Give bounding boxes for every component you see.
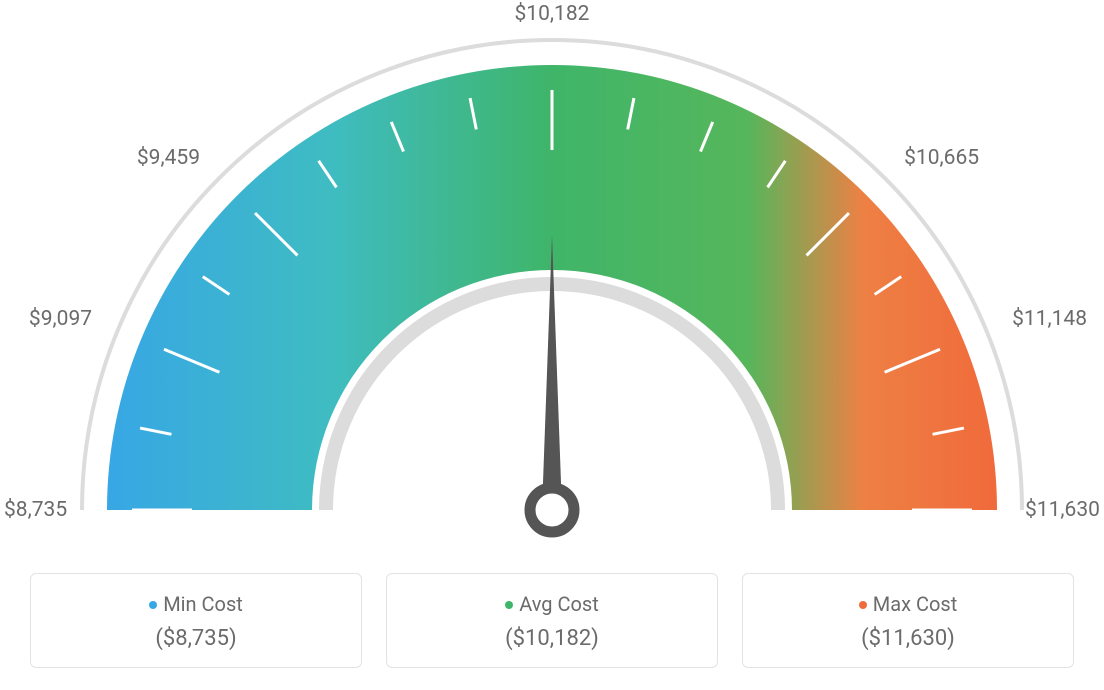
summary-title-avg: Avg Cost — [397, 592, 707, 616]
summary-title-max: Max Cost — [753, 592, 1063, 616]
bullet-max — [859, 601, 867, 609]
bullet-avg — [505, 601, 513, 609]
gauge-tick-label: $9,459 — [137, 146, 200, 170]
gauge-tick-label: $9,097 — [29, 307, 92, 331]
gauge-svg — [0, 0, 1104, 560]
bullet-min — [149, 601, 157, 609]
summary-value-min: ($8,735) — [41, 626, 351, 651]
gauge-tick-label: $11,148 — [1012, 307, 1087, 331]
summary-title-max-text: Max Cost — [873, 592, 958, 616]
gauge-tick-label: $10,665 — [904, 146, 979, 170]
summary-title-min: Min Cost — [41, 592, 351, 616]
summary-value-avg: ($10,182) — [397, 626, 707, 651]
summary-box-avg: Avg Cost ($10,182) — [386, 573, 718, 668]
summary-row: Min Cost ($8,735) Avg Cost ($10,182) Max… — [30, 573, 1074, 668]
gauge-tick-label: $10,182 — [515, 2, 590, 26]
summary-box-min: Min Cost ($8,735) — [30, 573, 362, 668]
summary-title-avg-text: Avg Cost — [519, 592, 599, 616]
summary-value-max: ($11,630) — [753, 626, 1063, 651]
gauge-chart-wrapper: $8,735 $9,097 $9,459 $10,182 $10,665 $11,148 $… — [0, 0, 1104, 690]
summary-box-max: Max Cost ($11,630) — [742, 573, 1074, 668]
gauge-tick-label: $8,735 — [4, 498, 67, 522]
gauge-tick-label: $11,630 — [1025, 498, 1100, 522]
gauge-area: $8,735 $9,097 $9,459 $10,182 $10,665 $11,148 $… — [0, 0, 1104, 560]
summary-title-min-text: Min Cost — [163, 592, 243, 616]
